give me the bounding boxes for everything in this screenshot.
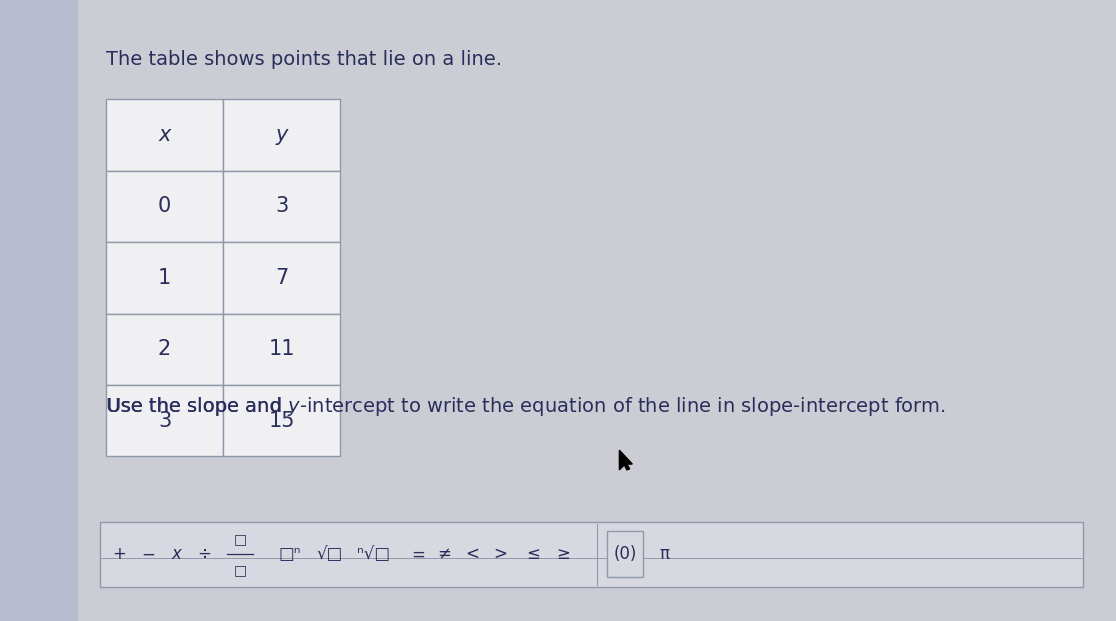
Text: ≠: ≠ (437, 545, 451, 563)
Bar (100, 522, 1083, 587)
Text: +: + (113, 545, 126, 563)
Text: 3: 3 (158, 410, 171, 431)
Bar (607, 532, 643, 577)
Bar (106, 242, 223, 314)
Text: ≥: ≥ (557, 545, 570, 563)
Bar (223, 171, 340, 242)
Text: >: > (493, 545, 507, 563)
Text: =: = (412, 545, 425, 563)
Bar (0, 0, 78, 621)
Text: ⁿ√□: ⁿ√□ (357, 545, 391, 563)
Bar (106, 314, 223, 385)
Text: 15: 15 (269, 410, 295, 431)
Bar (223, 242, 340, 314)
Text: 3: 3 (276, 196, 288, 217)
Text: □: □ (233, 532, 247, 546)
Bar (223, 99, 340, 171)
Text: 1: 1 (158, 268, 171, 288)
Text: □ⁿ: □ⁿ (279, 545, 301, 563)
Text: x: x (172, 545, 181, 563)
Text: 11: 11 (269, 339, 295, 360)
Text: The table shows points that lie on a line.: The table shows points that lie on a lin… (106, 50, 502, 69)
Bar (223, 314, 340, 385)
Text: <: < (465, 545, 479, 563)
Text: −: − (142, 545, 155, 563)
Text: ÷: ÷ (198, 545, 211, 563)
Text: Use the slope and $y$-intercept to write the equation of the line in slope-inter: Use the slope and $y$-intercept to write… (106, 395, 946, 419)
Text: 0: 0 (158, 196, 171, 217)
Text: (0): (0) (614, 545, 636, 563)
Text: √□: √□ (316, 545, 343, 563)
Text: x: x (158, 125, 171, 145)
Text: 7: 7 (276, 268, 288, 288)
Text: π: π (658, 545, 670, 563)
Polygon shape (619, 450, 633, 470)
Bar (106, 385, 223, 456)
Bar (106, 99, 223, 171)
Text: ≤: ≤ (527, 545, 540, 563)
Text: □: □ (233, 563, 247, 577)
Text: y: y (276, 125, 288, 145)
Bar (106, 171, 223, 242)
Bar (223, 385, 340, 456)
Text: Use the slope and: Use the slope and (106, 397, 288, 416)
Text: 2: 2 (158, 339, 171, 360)
